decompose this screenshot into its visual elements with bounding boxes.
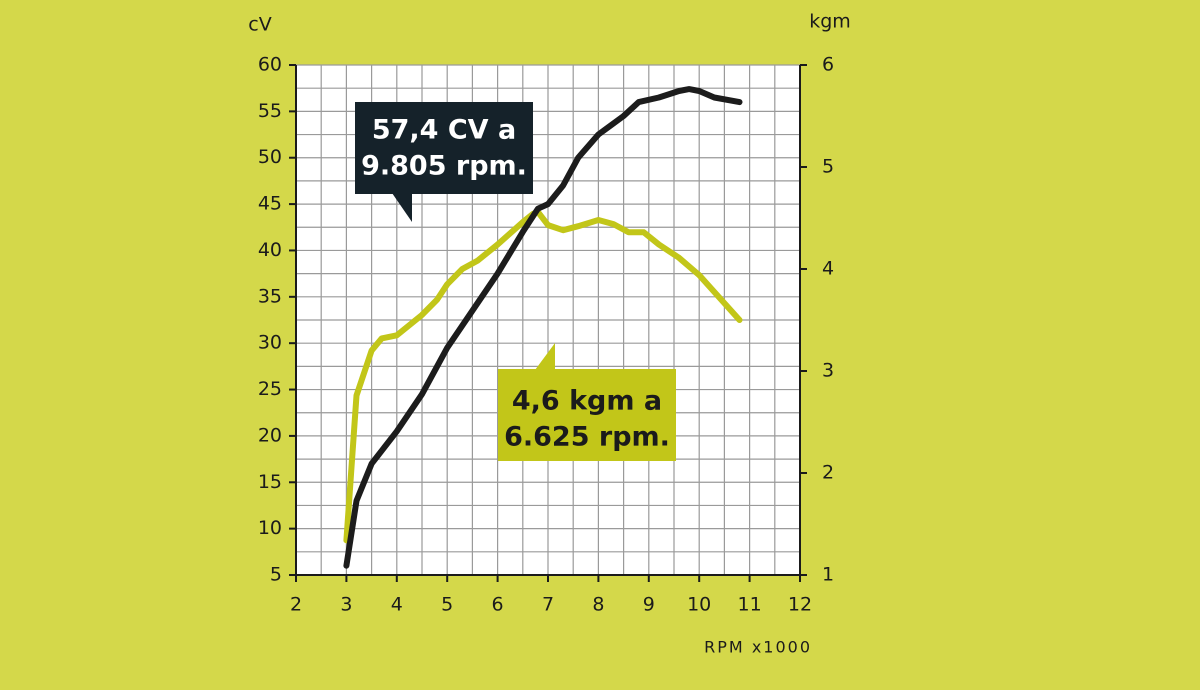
annotation-text: 6.625 rpm. — [504, 422, 670, 453]
x-tick-label: 9 — [643, 594, 655, 616]
y2-tick-label: 6 — [822, 54, 834, 76]
y-tick-label: 5 — [270, 564, 282, 586]
y-tick-label: 15 — [258, 471, 282, 493]
annotation-box — [355, 102, 533, 194]
y2-axis-title: kgm — [809, 11, 851, 33]
y-tick-label: 20 — [258, 424, 282, 446]
x-tick-label: 12 — [788, 594, 812, 616]
y2-tick-label: 5 — [822, 156, 834, 178]
y2-tick-label: 3 — [822, 360, 834, 382]
y-tick-label: 55 — [258, 100, 282, 122]
axes — [289, 64, 807, 582]
x-tick-label: 5 — [441, 594, 453, 616]
y2-tick-label: 2 — [822, 462, 834, 484]
y-tick-label: 10 — [258, 517, 282, 539]
x-tick-label: 2 — [290, 594, 302, 616]
y-tick-label: 45 — [258, 193, 282, 215]
y2-tick-label: 4 — [822, 258, 834, 280]
x-tick-label: 11 — [738, 594, 762, 616]
annotation-text: 9.805 rpm. — [361, 151, 527, 182]
lines — [343, 86, 743, 569]
x-tick-label: 4 — [391, 594, 403, 616]
annotation-pointer — [535, 343, 555, 370]
y-tick-label: 60 — [258, 54, 282, 76]
y2-tick-label: 1 — [822, 564, 834, 586]
x-tick-label: 6 — [492, 594, 504, 616]
annotation-pointer — [392, 193, 412, 222]
y-tick-label: 30 — [258, 332, 282, 354]
annotation-text: 4,6 kgm a — [512, 386, 662, 417]
annotation-text: 57,4 CV a — [372, 115, 516, 146]
y-axis-title: cV — [248, 14, 271, 36]
x-tick-label: 8 — [592, 594, 604, 616]
y-tick-label: 40 — [258, 239, 282, 261]
x-tick-label: 10 — [687, 594, 711, 616]
y-tick-label: 25 — [258, 378, 282, 400]
series-line — [343, 86, 743, 569]
x-tick-label: 7 — [542, 594, 554, 616]
y-tick-label: 50 — [258, 146, 282, 168]
x-tick-label: 3 — [340, 594, 352, 616]
y-tick-label: 35 — [258, 285, 282, 307]
annotation-kgm: 4,6 kgm a 6.625 rpm. — [498, 343, 676, 461]
annotation-cv: 57,4 CV a 9.805 rpm. — [355, 102, 533, 222]
x-axis-title: RPM x1000 — [704, 638, 812, 657]
annotation-box — [498, 369, 676, 461]
